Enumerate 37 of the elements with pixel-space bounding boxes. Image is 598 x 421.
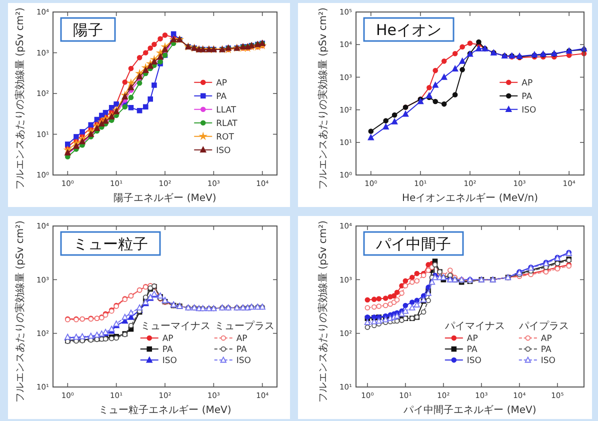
legend-label: ISO bbox=[522, 105, 537, 116]
y-axis-title: フルエンスあたりの実効線量 (pSv cm²) bbox=[317, 220, 329, 403]
text: パイ中間子 bbox=[375, 235, 451, 253]
legend-label: PA bbox=[466, 345, 478, 356]
legend-label: PA bbox=[162, 345, 173, 356]
legend-label: AP bbox=[162, 334, 174, 344]
legend-label: ISO bbox=[236, 356, 252, 366]
x-axis-title: パイ中間子エネルギー (MeV) bbox=[402, 404, 536, 416]
legend-label: LLAT bbox=[216, 105, 237, 116]
x-axis-title: ミュー粒子エネルギー (MeV) bbox=[98, 404, 232, 416]
legend-label: ISO bbox=[466, 356, 482, 366]
legend-label: AP bbox=[466, 334, 478, 344]
legend-label: AP bbox=[540, 334, 552, 344]
legend-label: PA bbox=[236, 345, 247, 356]
legend-label: ISO bbox=[540, 356, 556, 366]
text: Heイオン bbox=[376, 21, 442, 39]
legend-label: AP bbox=[236, 334, 248, 344]
legend-label: PA bbox=[216, 92, 227, 102]
legend-label: ISO bbox=[216, 146, 232, 156]
legend-label: ROT bbox=[216, 132, 235, 142]
y-axis-title: フルエンスあたりの実効線量 (pSv cm²) bbox=[317, 7, 329, 190]
annotation: ミュープラス bbox=[214, 320, 274, 332]
y-axis-title: フルエンスあたりの実効線量 (pSv cm²) bbox=[14, 7, 26, 190]
x-axis-title: Heイオンエネルギー (MeV/n) bbox=[402, 192, 538, 204]
annotation: ミューマイナス bbox=[140, 321, 210, 332]
annotation: パイマイナス bbox=[444, 321, 505, 332]
legend-label: PA bbox=[522, 92, 532, 102]
legend-label: PA bbox=[540, 345, 552, 356]
legend-label: ISO bbox=[162, 356, 178, 366]
text: 陽子 bbox=[73, 21, 103, 39]
legend-label: RLAT bbox=[216, 118, 238, 129]
x-axis-title: 陽子エネルギー (MeV) bbox=[114, 192, 216, 204]
text: ミュー粒子 bbox=[73, 235, 148, 253]
annotation: パイプラス bbox=[518, 320, 569, 332]
legend-label: AP bbox=[522, 78, 533, 88]
legend-label: AP bbox=[216, 78, 228, 88]
y-axis-title: フルエンスあたりの実効線量 (pSv cm²) bbox=[14, 220, 26, 403]
